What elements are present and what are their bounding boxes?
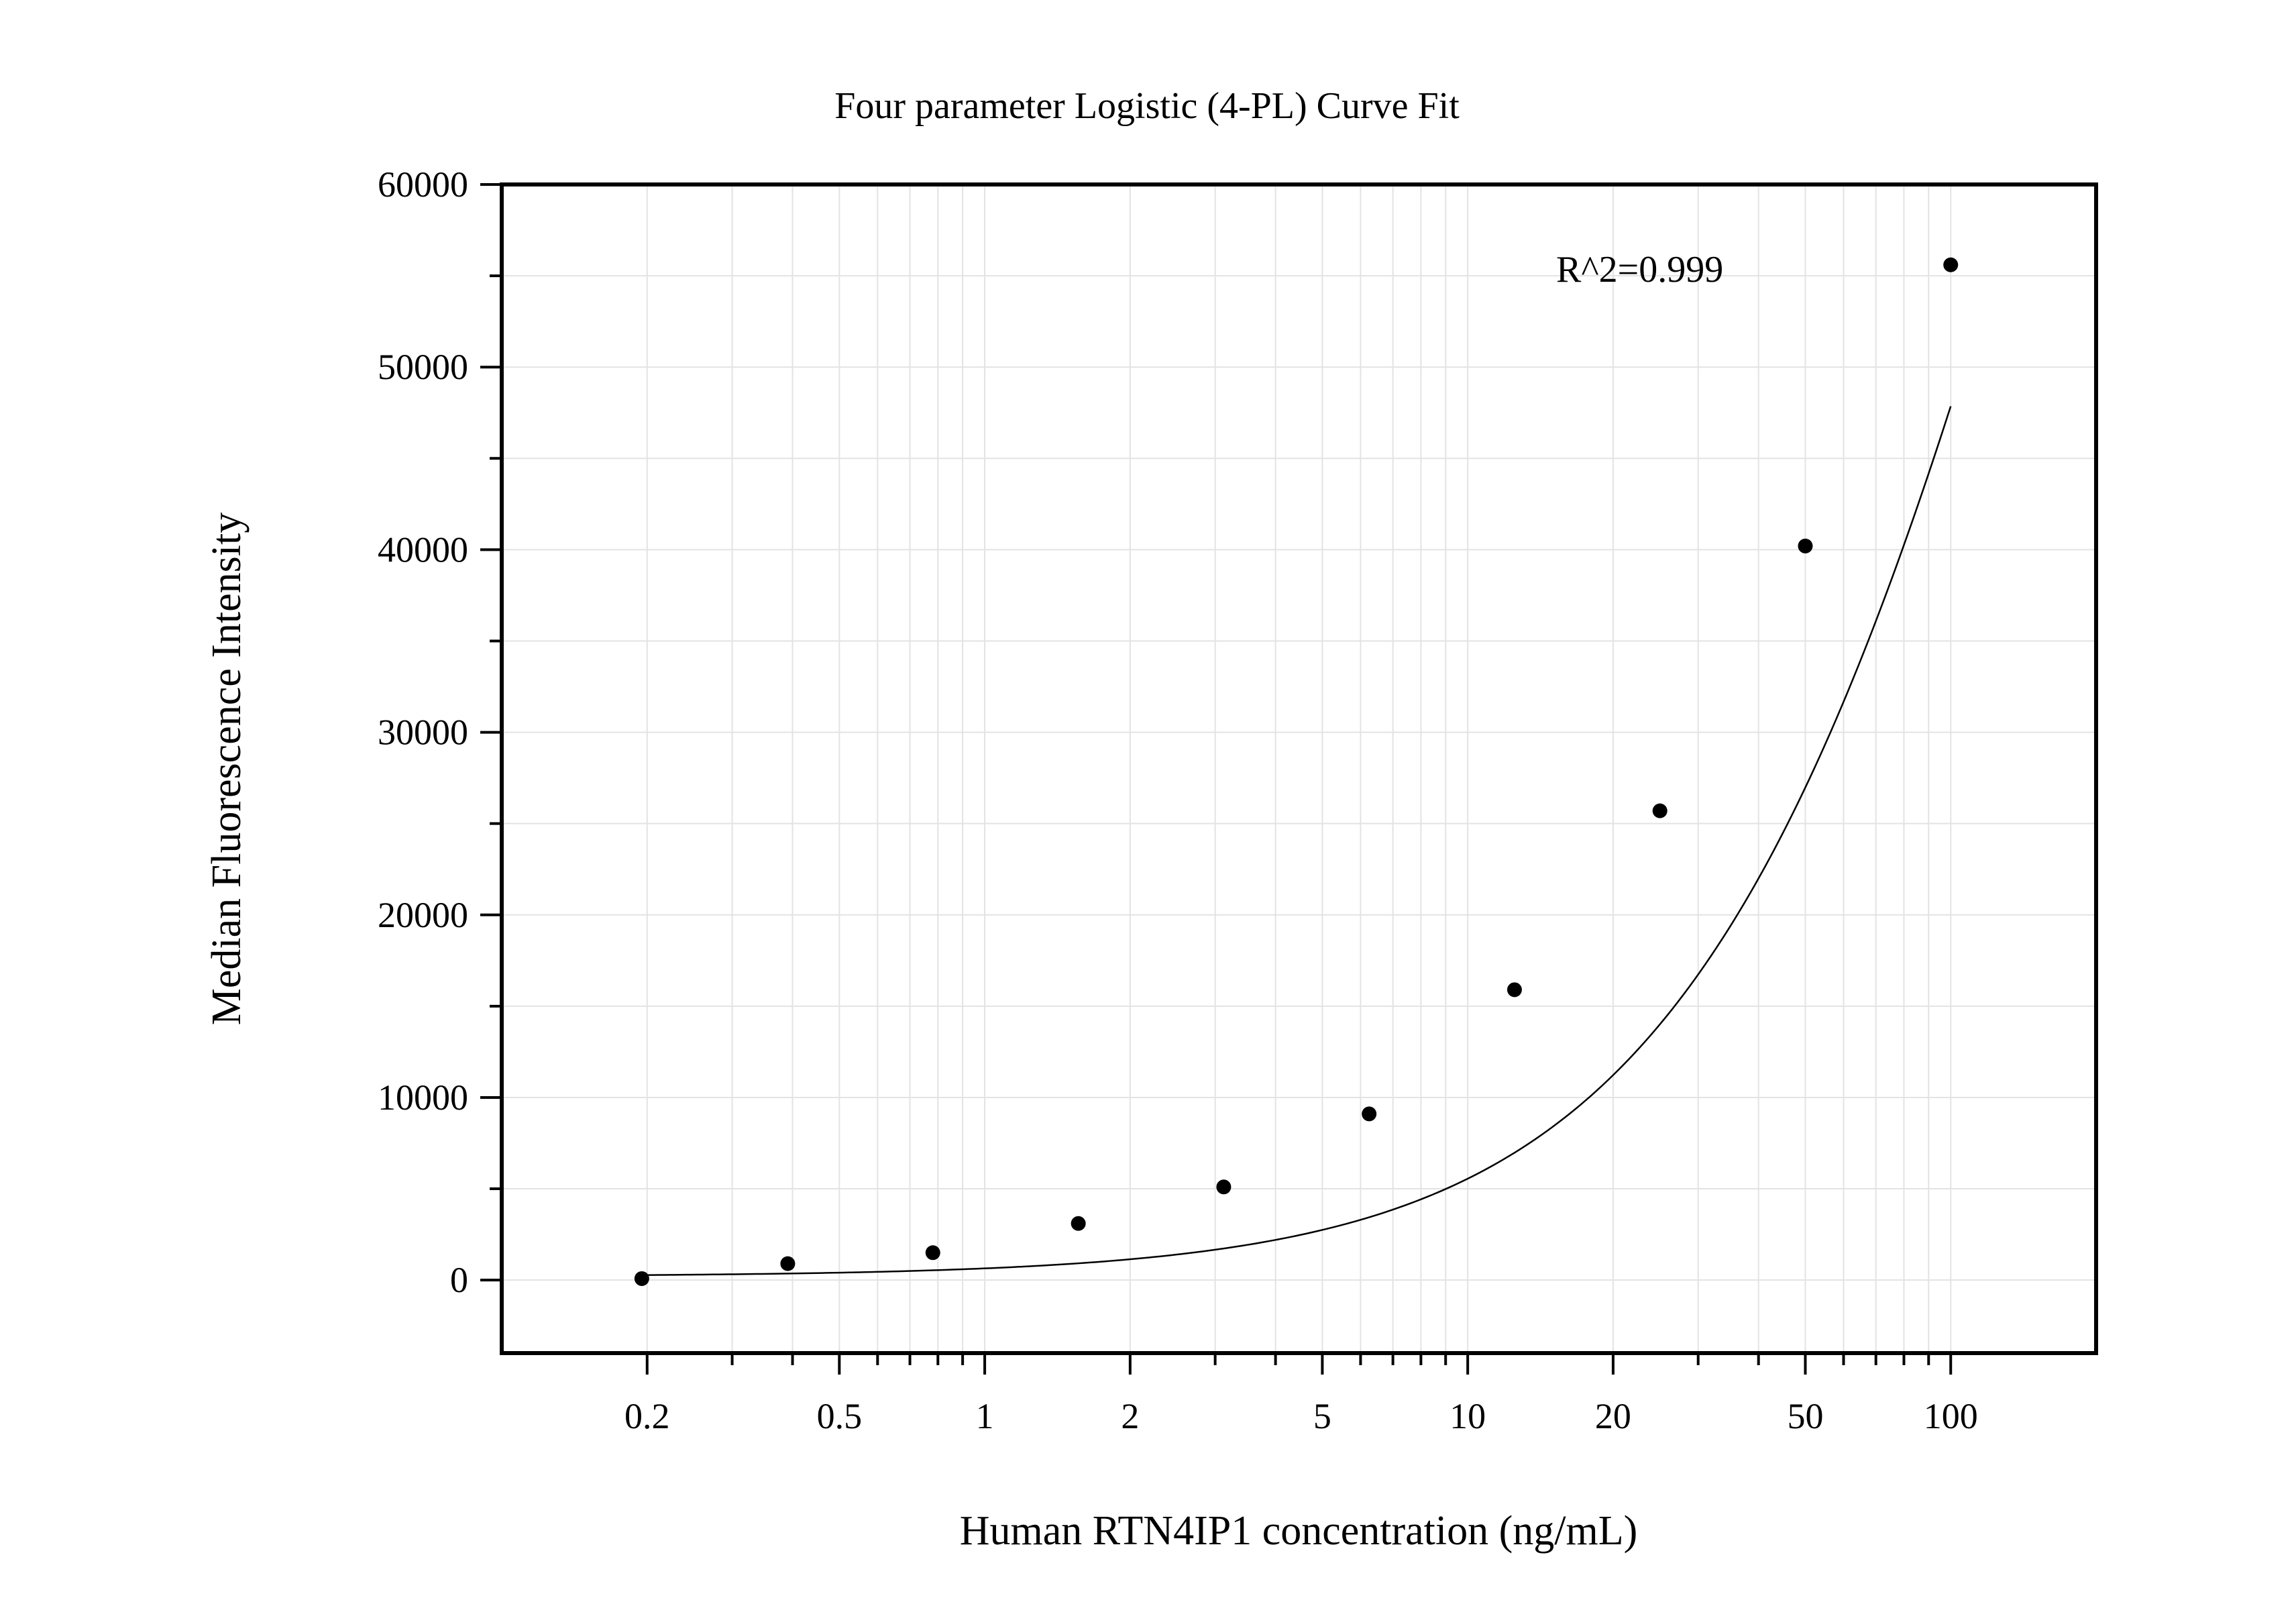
x-tick-label: 50 bbox=[1787, 1396, 1823, 1436]
data-point bbox=[1071, 1216, 1086, 1231]
y-tick-label: 50000 bbox=[378, 347, 468, 387]
x-axis-label: Human RTN4IP1 concentration (ng/mL) bbox=[960, 1508, 1637, 1554]
x-tick-label: 5 bbox=[1313, 1396, 1331, 1436]
fit-curve-layer bbox=[641, 406, 1952, 1276]
y-tick-label: 30000 bbox=[378, 712, 468, 753]
data-point bbox=[1216, 1179, 1232, 1195]
fit-curve bbox=[641, 406, 1952, 1276]
x-tick-label: 100 bbox=[1924, 1396, 1978, 1436]
y-tick-label: 60000 bbox=[378, 164, 468, 205]
y-tick-label: 0 bbox=[450, 1260, 468, 1300]
r-squared-annotation: R^2=0.999 bbox=[1556, 249, 1723, 290]
grid-lines bbox=[502, 184, 2096, 1353]
x-tick-label: 20 bbox=[1595, 1396, 1631, 1436]
x-tick-label: 0.5 bbox=[817, 1396, 863, 1436]
x-tick-label: 10 bbox=[1450, 1396, 1486, 1436]
y-tick-label: 40000 bbox=[378, 529, 468, 570]
x-tick-label: 1 bbox=[976, 1396, 994, 1436]
y-tick-label: 10000 bbox=[378, 1077, 468, 1118]
y-axis-label: Median Fluorescence Intensity bbox=[204, 513, 250, 1025]
chart-title: Four parameter Logistic (4-PL) Curve Fit bbox=[834, 85, 1460, 127]
data-point bbox=[1943, 257, 1959, 272]
data-points bbox=[634, 257, 1959, 1286]
x-axis-ticks: 0.2 0.5 1 2 5 10 20 50 100 bbox=[624, 1353, 1978, 1436]
data-point bbox=[1507, 982, 1522, 998]
y-tick-label: 20000 bbox=[378, 895, 468, 935]
plot-frame bbox=[500, 182, 2098, 1355]
x-tick-label: 2 bbox=[1121, 1396, 1139, 1436]
data-point bbox=[634, 1271, 649, 1286]
data-point bbox=[925, 1245, 940, 1261]
data-point bbox=[1362, 1106, 1377, 1122]
data-point bbox=[1798, 538, 1813, 553]
data-point bbox=[780, 1256, 796, 1271]
data-point bbox=[1652, 803, 1668, 818]
y-axis-ticks: 0 10000 20000 30000 40000 50000 60000 bbox=[378, 164, 502, 1300]
x-tick-label: 0.2 bbox=[624, 1396, 670, 1436]
